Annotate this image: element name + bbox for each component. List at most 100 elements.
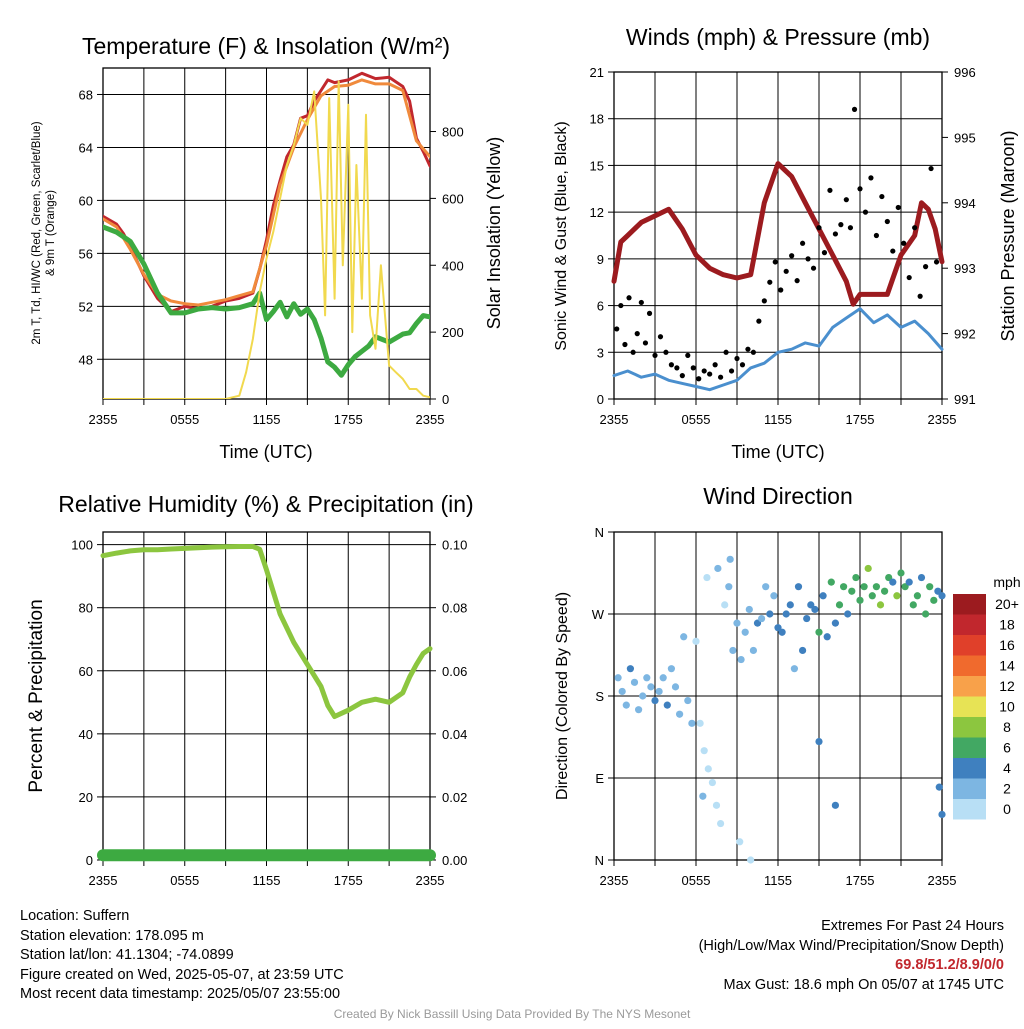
gust-point [701, 368, 707, 374]
direction-point [762, 583, 770, 591]
gust-point [685, 352, 691, 358]
direction-point [876, 601, 885, 609]
x-tick-label: 1155 [253, 873, 281, 888]
direction-point [626, 665, 635, 673]
direction-point [614, 674, 622, 682]
y2-tick-label: 0 [442, 392, 449, 407]
chart-title: Winds (mph) & Pressure (mb) [626, 24, 930, 50]
direction-point [717, 819, 725, 828]
x-tick-label: 2355 [928, 873, 957, 888]
direction-point [651, 696, 659, 705]
gust-point [712, 362, 718, 368]
direction-point [848, 587, 856, 595]
extremes-info: Extremes For Past 24 Hours (High/Low/Max… [699, 917, 1004, 995]
gust-point [821, 250, 828, 256]
legend-swatch [953, 614, 986, 635]
y2-tick-label: 400 [442, 258, 464, 273]
x-tick-label: 2355 [600, 873, 629, 888]
series-station-pressure [611, 161, 945, 307]
x-tick-label: 1155 [764, 873, 792, 888]
gust-point [847, 225, 854, 231]
direction-point [747, 856, 755, 864]
recent-timestamp: Most recent data timestamp: 2025/05/07 2… [20, 986, 341, 1002]
direction-point [786, 601, 794, 609]
direction-point [745, 605, 753, 614]
direction-point [803, 614, 811, 623]
direction-point [844, 610, 852, 618]
direction-point [835, 601, 844, 609]
gust-point [789, 253, 795, 259]
chart-panel-3: 2355 0555 1155 1755 2355 0 20 40 60 80 100 Relative… [26, 491, 474, 888]
y-tick-label: 3 [597, 345, 604, 360]
y2-tick-label: 800 [442, 125, 464, 140]
x-tick-label: 2355 [89, 412, 118, 427]
x-tick-label: 0555 [682, 412, 711, 427]
y-axis-label: Sonic Wind & Gust (Blue, Black) [553, 121, 570, 350]
y2-tick-label: 992 [954, 327, 976, 342]
direction-point [889, 578, 897, 586]
gust-point [832, 231, 839, 237]
series-solar-insolation [103, 80, 430, 399]
direction-point [736, 838, 744, 846]
y-tick-label: 15 [590, 158, 604, 173]
y2-tick-label: 994 [954, 196, 976, 211]
series-2m-td [103, 224, 430, 378]
direction-point [897, 569, 905, 577]
direction-point [692, 637, 700, 645]
gust-point [638, 299, 644, 306]
legend-label: 16 [999, 637, 1015, 653]
gust-point [614, 326, 620, 332]
y-tick-label: 40 [79, 727, 93, 742]
y-tick-label: 60 [79, 664, 93, 679]
direction-point [618, 687, 626, 696]
gust-point [674, 365, 680, 371]
extremes-subtitle: (High/Low/Max Wind/Precipitation/Snow De… [698, 937, 1004, 954]
gust-point [618, 302, 624, 309]
gust-point [761, 298, 767, 304]
gust-point [901, 240, 907, 246]
direction-point [868, 592, 876, 600]
direction-point [860, 583, 868, 591]
direction-point [815, 737, 823, 746]
y-tick-label: 56 [79, 246, 93, 261]
direction-point [639, 692, 647, 700]
direction-point [676, 710, 684, 718]
gust-point [668, 362, 675, 368]
legend-swatch [953, 737, 986, 758]
chart-panel-2: 2355 0555 1155 1755 2355 0 3 6 9 12 15 18 21 Winds (m… [553, 24, 1018, 462]
x-tick-label: 1755 [334, 412, 363, 427]
gust-point [868, 175, 874, 181]
gust-point [890, 248, 896, 254]
gust-point [884, 218, 890, 225]
direction-point [688, 719, 696, 727]
direction-point [794, 583, 803, 591]
gust-point [652, 352, 658, 358]
gust-point [895, 204, 901, 211]
direction-point [766, 610, 774, 618]
direction-point [930, 596, 938, 604]
direction-point [831, 619, 840, 627]
station-latlon: Station lat/lon: 41.1304; -74.0899 [20, 947, 234, 963]
x-tick-label: 2355 [89, 873, 118, 888]
gust-point [783, 268, 789, 274]
y-tick-label: 60 [79, 193, 93, 208]
y2-axis-label: Solar Insolation (Yellow) [484, 137, 504, 329]
legend-label: 20+ [995, 596, 1019, 612]
y-tick-label: N [595, 853, 604, 868]
gust-point [696, 376, 702, 382]
series-group [103, 71, 430, 399]
direction-point [913, 592, 922, 600]
direction-point [872, 583, 881, 591]
gust-point [750, 349, 757, 355]
gust-point [626, 295, 632, 301]
legend-swatch [953, 758, 986, 779]
station-location: Location: Suffern [20, 908, 130, 924]
gust-point [646, 310, 653, 316]
plot-frame [102, 67, 431, 400]
speed-legend: mph 20+ 18 16 14 12 10 8 6 4 2 0 [953, 574, 1021, 820]
gust-point [723, 349, 729, 355]
x-tick-label: 2355 [928, 412, 957, 427]
gust-point [873, 232, 880, 239]
y2-tick-label: 995 [954, 130, 976, 145]
direction-point [856, 596, 864, 604]
